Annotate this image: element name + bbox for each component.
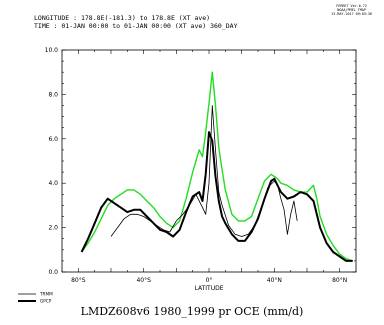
y-tick-label: 2.0: [48, 225, 58, 232]
legend-label: GPCP: [40, 299, 52, 304]
plot-frame: [61, 49, 357, 273]
chart-caption: LMDZ608v6 1980_1999 pr OCE (mm/d): [80, 305, 304, 318]
x-axis-label: LATITUDE: [194, 285, 223, 292]
x-tick-label: 40°N: [267, 277, 282, 284]
ferret-stamp: FERRET Ver.6.72 NOAA/PMEL TMAP 13-MAY-20…: [331, 4, 372, 16]
y-tick-label: 4.0: [48, 180, 58, 187]
y-tick-label: 0.0: [48, 269, 58, 276]
stamp-org: NOAA/PMEL TMAP: [337, 8, 366, 12]
legend-label: TRMM: [39, 292, 53, 297]
y-tick-label: 8.0: [48, 91, 58, 98]
series-line-0: [81, 71, 353, 262]
series-line-2: [80, 131, 353, 262]
stamp-date: 13-MAY-2017 09:05:36: [331, 12, 372, 16]
y-tick-label: 6.0: [48, 136, 58, 143]
header-time: TIME : 01-JAN 00:00 to 01-JAN 00:00 (XT …: [34, 22, 238, 30]
x-tick-label: 0°: [206, 277, 213, 284]
y-tick-label: 10.0: [45, 47, 59, 54]
stamp-version: FERRET Ver.6.72: [336, 4, 367, 8]
x-tick-label: 80°N: [332, 277, 347, 284]
x-tick-label: 40°S: [136, 277, 151, 284]
series-line-1: [110, 105, 298, 237]
x-tick-label: 80°S: [71, 277, 86, 284]
header-longitude: LONGITUDE : 178.8E(-181.3) to 178.8E (XT…: [34, 14, 211, 22]
